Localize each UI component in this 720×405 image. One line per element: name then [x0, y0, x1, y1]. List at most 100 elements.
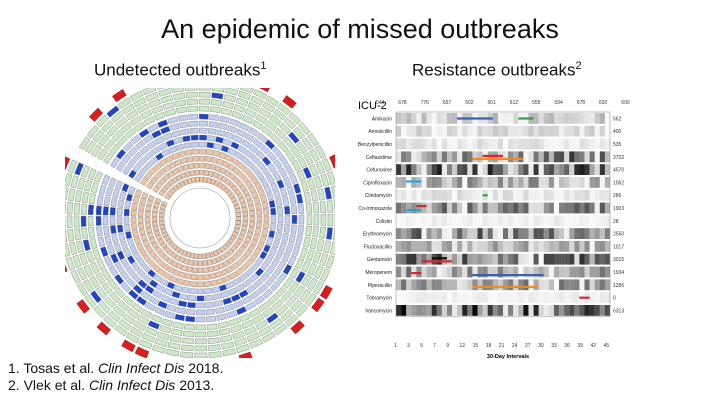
heat-cell: [446, 253, 453, 265]
ring-segment: [218, 284, 228, 292]
ring-segment: [205, 301, 215, 309]
heat-cell: [533, 241, 539, 252]
ring-segment: [269, 114, 282, 126]
heat-cell: [604, 164, 611, 175]
ring-segment: [220, 268, 229, 276]
heat-cell: [472, 292, 478, 303]
heat-cell: [472, 125, 478, 137]
ring-segment: [110, 197, 118, 207]
heat-cell: [426, 113, 432, 124]
ring-segment: [195, 324, 206, 331]
heat-cell: [401, 253, 407, 265]
heat-cell: [569, 177, 575, 188]
heat-cell: [401, 113, 407, 124]
ring-segment: [233, 300, 244, 309]
heat-cell: [503, 253, 509, 265]
heat-cell: [477, 164, 483, 175]
ring-segment: [120, 240, 128, 250]
ring-segment: [242, 189, 250, 197]
heat-cell: [553, 292, 560, 303]
drug-count: 1934: [613, 270, 624, 276]
ring-segment: [225, 131, 235, 140]
ring-segment: [174, 159, 182, 167]
ring-segment: [326, 200, 334, 213]
ring-segment: [256, 241, 265, 250]
ring-segment: [226, 189, 233, 197]
heat-cell: [446, 125, 453, 137]
heat-cell: [599, 292, 606, 303]
ring-segment: [156, 331, 170, 341]
heat-cell: [538, 177, 544, 188]
heat-cell: [559, 113, 565, 124]
ring-segment: [235, 258, 244, 267]
heat-cell: [426, 125, 432, 137]
ring-segment: [222, 160, 230, 169]
heat-cell: [599, 202, 606, 214]
heat-cell: [553, 113, 560, 124]
ring-segment: [166, 257, 174, 265]
drug-count: 28: [613, 219, 619, 225]
ring-segment: [315, 145, 326, 159]
ring-segment: [209, 272, 217, 280]
ring-segment: [179, 121, 189, 129]
heat-cell: [416, 189, 422, 201]
heat-cell: [467, 215, 473, 227]
ring-segment: [256, 161, 266, 171]
heat-cell: [548, 215, 555, 227]
heat-cell: [431, 215, 437, 227]
ring-segment: [302, 166, 312, 179]
ring-segment: [116, 216, 123, 225]
ring-segment: [306, 249, 315, 262]
ring-segment: [224, 303, 235, 312]
heat-cell: [396, 279, 402, 291]
heat-cell: [431, 241, 437, 252]
ring-segment: [112, 89, 127, 103]
ring-segment: [251, 119, 264, 130]
heat-cell: [503, 292, 509, 303]
heat-cell: [411, 292, 417, 303]
heat-cell: [492, 305, 499, 316]
ring-segment: [96, 114, 109, 128]
ring-segment: [210, 99, 223, 107]
ring-segment: [249, 253, 258, 262]
ring-segment: [171, 152, 180, 160]
ring-segment: [231, 184, 239, 192]
ring-segment: [216, 313, 227, 321]
heat-cell: [482, 138, 488, 150]
heat-cell: [513, 292, 519, 303]
ring-segment: [241, 114, 254, 125]
heat-cell: [579, 125, 585, 137]
ring-segment: [327, 213, 334, 227]
ring-segment: [257, 188, 265, 197]
heatmap-x-label: 30-Day Intervals: [487, 354, 529, 360]
heat-cell: [564, 215, 570, 227]
ring-segment: [157, 268, 166, 277]
heat-cell: [457, 125, 463, 137]
ring-segment: [288, 281, 300, 294]
heat-cell: [487, 266, 493, 278]
heat-cell: [523, 138, 529, 150]
heat-cell: [436, 125, 442, 137]
top-number: 502: [465, 100, 474, 106]
ring-segment: [280, 290, 292, 303]
ring-segment: [292, 245, 301, 256]
ring-segment: [67, 188, 76, 202]
ring-segment: [169, 297, 179, 306]
ring-segment: [269, 281, 281, 292]
heat-cell: [543, 189, 549, 201]
ring-segment: [181, 286, 190, 294]
heat-cell: [452, 292, 458, 303]
ring-segment: [65, 243, 71, 257]
heat-cell: [599, 177, 606, 188]
ring-segment: [163, 132, 173, 141]
heat-cell: [599, 189, 606, 201]
ring-segment: [235, 88, 239, 89]
heat-cell: [441, 125, 448, 137]
ring-segment: [136, 296, 147, 306]
ring-segment: [250, 176, 259, 185]
heat-cell: [564, 305, 570, 316]
x-tick-label: 18: [486, 343, 492, 349]
ring-segment: [172, 167, 180, 175]
heat-cell: [406, 241, 412, 252]
heat-cell: [462, 292, 468, 303]
